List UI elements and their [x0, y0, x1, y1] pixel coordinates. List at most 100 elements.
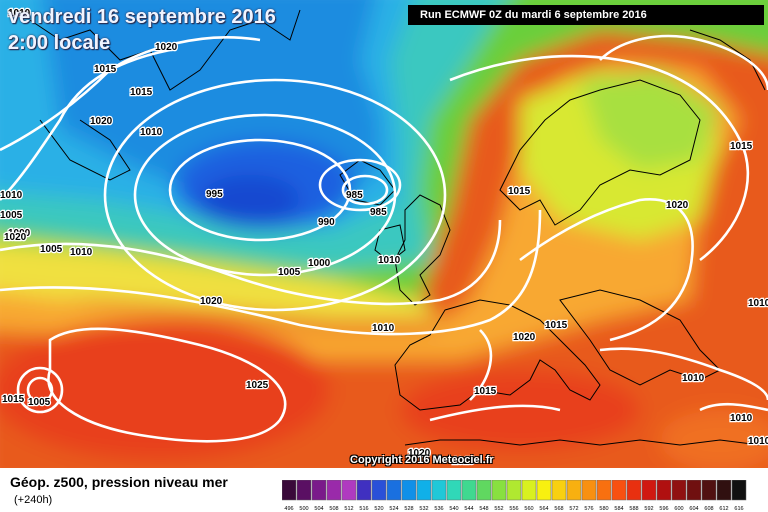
isobar-label: 1015	[94, 64, 117, 75]
scale-swatch	[581, 480, 597, 501]
isobar-label: 1010	[748, 436, 768, 447]
isobar-label: 1015	[130, 87, 153, 98]
scale-swatch	[536, 480, 552, 501]
scale-swatch	[476, 480, 492, 501]
isobar-label: 1015	[508, 186, 531, 197]
scale-label: 496	[284, 506, 293, 512]
isobar-labels: 1010 1020 1015 1020 1010 1010 1005 1000 1005 1010…	[0, 7, 768, 468]
scale-label: 568	[554, 506, 563, 512]
scale-label: 504	[314, 506, 323, 512]
scale-label: 556	[509, 506, 518, 512]
isobar-label: 1015	[730, 141, 753, 152]
isobar-label: 1010	[0, 190, 23, 201]
scale-swatch	[731, 480, 747, 501]
scale-label: 552	[494, 506, 503, 512]
scale-swatch	[611, 480, 627, 501]
scale-label: 512	[344, 506, 353, 512]
isobar-label: 1005	[40, 244, 63, 255]
legend-title: Géop. z500, pression niveau mer	[10, 474, 228, 490]
scale-swatch	[341, 480, 357, 501]
scale-label: 608	[704, 506, 713, 512]
scale-swatch	[356, 480, 372, 501]
isobar-label: 1025	[246, 380, 269, 391]
scale-swatch	[596, 480, 612, 501]
color-scale-labels: 496 500 504 508 512 516 520 524 528 532 536 540 544 5…	[284, 506, 743, 512]
isobar-label: 1010	[8, 8, 31, 19]
isobar-label: 1015	[474, 386, 497, 397]
isobar-label: 1000	[8, 228, 31, 239]
isobar-label: 1015	[452, 456, 475, 467]
scale-label: 500	[299, 506, 308, 512]
forecast-date: vendredi 16 septembre 2016	[8, 6, 276, 28]
isobar-label: 1010	[378, 255, 401, 266]
scale-swatch	[491, 480, 507, 501]
isobar-label: 1020	[408, 448, 431, 459]
scale-label: 564	[539, 506, 548, 512]
scale-label: 536	[434, 506, 443, 512]
scale-label: 600	[674, 506, 683, 512]
isobar-label: 1010	[372, 323, 395, 334]
isobar-label: 1020	[513, 332, 536, 343]
scale-swatch	[641, 480, 657, 501]
isobar-label: 1010	[682, 373, 705, 384]
scale-swatch	[386, 480, 402, 501]
scale-label: 612	[719, 506, 728, 512]
scale-label: 516	[359, 506, 368, 512]
legend-subtitle: (+240h)	[14, 494, 53, 506]
isobar-label: 1020	[90, 116, 113, 127]
isobar-label: 1005	[0, 210, 23, 221]
scale-swatch	[416, 480, 432, 501]
isobar-label: 1015	[545, 320, 568, 331]
isobar-label: 1005	[28, 397, 51, 408]
scale-label: 572	[569, 506, 578, 512]
color-scale	[282, 480, 747, 501]
scale-label: 540	[449, 506, 458, 512]
isobar-label: 1010	[748, 298, 768, 309]
scale-swatch	[326, 480, 342, 501]
scale-swatch	[671, 480, 687, 501]
z500-map: 1010 1020 1015 1020 1010 1010 1005 1000 1005 1010…	[0, 0, 768, 468]
run-info-banner: Run ECMWF 0Z du mardi 6 septembre 2016	[408, 5, 764, 25]
scale-label: 576	[584, 506, 593, 512]
scale-swatch	[521, 480, 537, 501]
scale-label: 588	[629, 506, 638, 512]
scale-swatch	[461, 480, 477, 501]
scale-label: 584	[614, 506, 623, 512]
scale-label: 544	[464, 506, 473, 512]
scale-label: 592	[644, 506, 653, 512]
scale-swatch	[506, 480, 522, 501]
isobar-label: 1010	[70, 247, 93, 258]
scale-swatch	[401, 480, 417, 501]
isobar-label: 1010	[140, 127, 163, 138]
scale-label: 528	[404, 506, 413, 512]
scale-label: 548	[479, 506, 488, 512]
isobar-label: 985	[346, 190, 363, 201]
isobar-label: 1000	[308, 258, 331, 269]
scale-swatch	[371, 480, 387, 501]
isobar-label: 1015	[2, 394, 25, 405]
scale-swatch	[701, 480, 717, 501]
scale-swatch	[626, 480, 642, 501]
scale-label: 560	[524, 506, 533, 512]
scale-swatch	[716, 480, 732, 501]
isobar-label: 1020	[666, 200, 689, 211]
scale-label: 616	[734, 506, 743, 512]
scale-swatch	[446, 480, 462, 501]
scale-swatch	[551, 480, 567, 501]
scale-label: 508	[329, 506, 338, 512]
scale-swatch	[311, 480, 327, 501]
scale-swatch	[296, 480, 312, 501]
isobar-label: 995	[206, 189, 223, 200]
isobars	[0, 34, 768, 443]
forecast-local-time: 2:00 locale	[8, 32, 111, 54]
isobar-label: 1010	[730, 413, 753, 424]
copyright-text: Copyright 2016 Meteociel.fr	[350, 454, 494, 466]
scale-swatch	[431, 480, 447, 501]
scale-label: 532	[419, 506, 428, 512]
scale-swatch	[566, 480, 582, 501]
scale-swatch	[282, 480, 297, 501]
isobar-label: 1005	[278, 267, 301, 278]
scale-swatch	[686, 480, 702, 501]
legend-footer: Géop. z500, pression niveau mer (+240h) …	[0, 468, 768, 512]
